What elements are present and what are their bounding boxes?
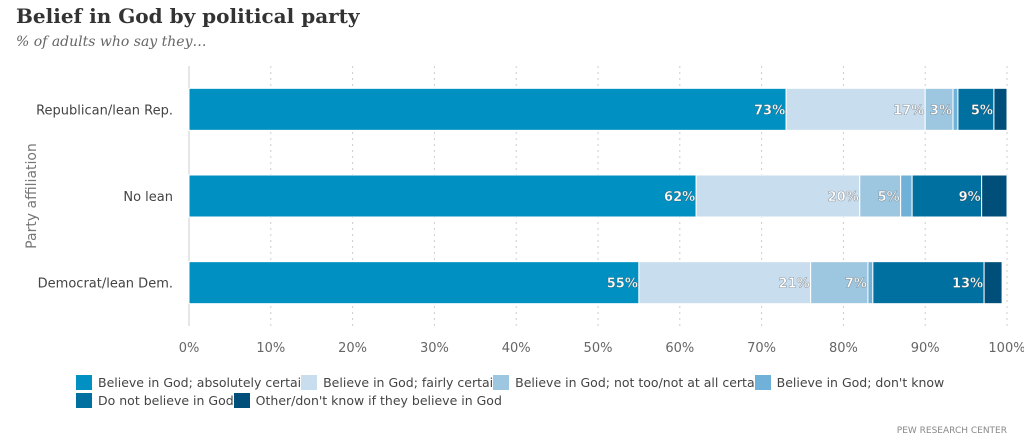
legend-item[interactable]: Other/don't know if they believe in God [233,392,502,410]
data-label: 13% [952,277,983,292]
y-axis-title: Party affiliation [24,143,40,249]
x-tick-label: 50% [584,341,613,356]
x-tick-label: 40% [502,341,531,356]
legend-swatch [76,393,92,408]
bar-segment [983,261,1003,305]
bar-segment [957,87,995,131]
data-label: 62% [664,190,695,205]
data-label: 5% [878,190,900,205]
data-label: 3% [930,103,952,118]
legend-label: Believe in God; not too/not at all certa [515,375,755,390]
x-tick-label: 20% [338,341,367,356]
bar-segment [981,174,1008,218]
data-label: 9% [959,190,981,205]
legend-swatch [301,375,318,390]
legend-label: Believe in God; don't know [776,375,945,390]
bar-segment [695,174,861,218]
legend-item[interactable]: Do not believe in God [76,392,234,410]
data-label: 73% [754,103,785,118]
legend-label: Believe in God; fairly certai [323,375,494,390]
chart-subtitle: % of adults who say they… [16,34,207,50]
bar-segment [859,174,902,218]
bar-segment [993,87,1008,131]
x-tick-label: 30% [420,341,449,356]
data-label: 20% [828,190,859,205]
x-tick-label: 0% [179,341,200,356]
x-tick-label: 100% [988,341,1024,356]
legend-item[interactable]: Believe in God; absolutely certai [76,374,301,392]
bar-segment [785,87,926,131]
category-label: Democrat/lean Dem. [38,277,173,292]
legend-swatch [754,375,771,390]
category-label: Republican/lean Rep. [36,103,173,118]
legend-label: Believe in God; absolutely certai [98,375,302,390]
x-tick-label: 80% [829,341,858,356]
legend-swatch [76,375,92,390]
legend-swatch [233,393,250,408]
bar-segment [188,261,640,305]
category-label: No lean [123,190,173,205]
legend-item[interactable]: Believe in God; not too/not at all certa [493,374,755,392]
data-label: 21% [779,277,810,292]
x-tick-label: 70% [747,341,776,356]
data-label: 55% [607,277,638,292]
source-label: PEW RESEARCH CENTER [896,426,1007,436]
legend-swatch [493,375,510,390]
legend-item[interactable]: Believe in God; fairly certai [301,374,493,392]
data-label: 7% [845,277,867,292]
chart-title: Belief in God by political party [16,4,360,28]
bar-segment [924,87,954,131]
bar-segment [638,261,812,305]
data-label: 17% [893,103,924,118]
bar-segment [810,261,869,305]
legend-item[interactable]: Believe in God; don't know [754,374,945,392]
data-label: 5% [971,103,993,118]
bar-segment [867,261,874,305]
x-tick-label: 10% [256,341,285,356]
bar-segment [188,174,697,218]
x-tick-label: 90% [911,341,940,356]
bar-segment [188,87,787,131]
bar-segment [911,174,983,218]
legend: Believe in God; absolutely certai Believe… [76,374,1006,410]
bar-segment [952,87,959,131]
legend-label: Other/don't know if they believe in God [255,393,502,408]
bar-segment [872,261,985,305]
bar-segment [900,174,913,218]
legend-label: Do not believe in God [98,393,234,408]
x-tick-label: 60% [665,341,694,356]
